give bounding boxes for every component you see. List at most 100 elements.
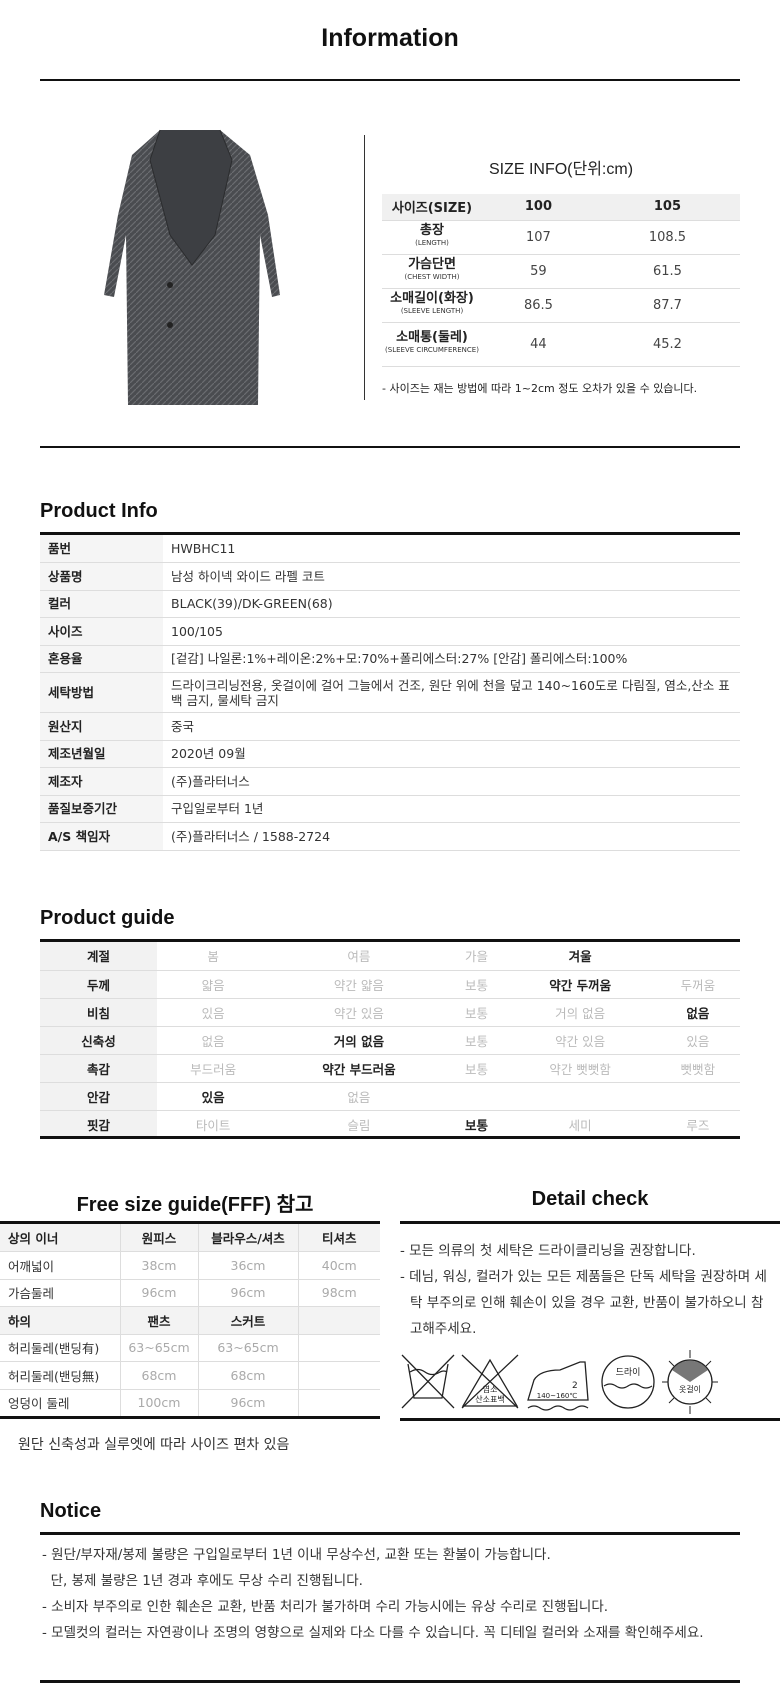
guide-option: 없음 — [269, 1082, 449, 1111]
free-size-cell: 엉덩이 둘레 — [0, 1389, 121, 1417]
product-info-row: 품번 HWBHC11 — [40, 535, 740, 563]
header-cell: 105 — [594, 194, 740, 221]
notice-line: 단, 봉제 불량은 1년 경과 후에도 무상 수리 진행됩니다. — [42, 1573, 363, 1589]
divider — [40, 1532, 740, 1535]
guide-option: 보통 — [448, 1054, 505, 1083]
free-size-row: 가슴둘레 96cm 96cm 98cm — [0, 1279, 380, 1307]
free-size-cell: 블라우스/셔츠 — [198, 1224, 299, 1252]
dry-clean-icon: 드라이 — [601, 1355, 655, 1409]
free-size-cell: 98cm — [298, 1279, 380, 1307]
free-size-cell: 어깨넓이 — [0, 1251, 121, 1280]
product-info-row: 품질보증기간 구입일로부터 1년 — [40, 795, 740, 823]
cell: 59 — [482, 254, 595, 289]
guide-option-selected: 거의 없음 — [269, 1026, 449, 1055]
free-size-cell: 68cm — [198, 1361, 299, 1390]
coat-image — [104, 129, 280, 405]
svg-text:염소: 염소 — [483, 1385, 498, 1394]
row-sublabel: (SLEEVE CIRCUMFERENCE) — [385, 346, 479, 354]
info-label: 품질보증기간 — [40, 795, 163, 823]
row-label: 소매길이(화장) — [390, 291, 474, 306]
info-value: BLACK(39)/DK-GREEN(68) — [163, 590, 740, 618]
info-value: 드라이크리닝전용, 옷걸이에 걸어 그늘에서 건조, 원단 위에 천을 덮고 1… — [163, 672, 740, 713]
divider — [400, 1418, 780, 1421]
guide-option — [655, 1082, 740, 1111]
guide-row: 핏감 타이트 슬림 보통 세미 루즈 — [40, 1110, 740, 1139]
guide-row: 비침 있음 약간 있음 보통 거의 없음 없음 — [40, 998, 740, 1027]
product-info-row: 제조년월일 2020년 09월 — [40, 740, 740, 768]
free-size-cell: 100cm — [120, 1389, 199, 1417]
product-info-row: 제조자 (주)플라터너스 — [40, 767, 740, 796]
info-label: 원산지 — [40, 712, 163, 741]
divider — [40, 446, 740, 448]
guide-option-selected: 보통 — [448, 1110, 505, 1139]
guide-option — [504, 1082, 656, 1111]
size-row: 가슴단면 (CHEST WIDTH) 59 61.5 — [382, 254, 740, 289]
guide-option — [448, 1082, 505, 1111]
svg-text:산소표백: 산소표백 — [475, 1394, 504, 1404]
info-label: 사이즈 — [40, 617, 163, 646]
guide-option-selected: 겨울 — [504, 942, 656, 971]
guide-label: 안감 — [40, 1082, 157, 1111]
divider — [0, 1416, 380, 1419]
guide-row: 안감 있음 없음 — [40, 1082, 740, 1111]
product-info-row: A/S 책임자 (주)플라터너스 / 1588-2724 — [40, 822, 740, 851]
guide-option: 봄 — [157, 942, 270, 971]
guide-label: 계절 — [40, 942, 157, 971]
info-value: 남성 하이넥 와이드 라펠 코트 — [163, 562, 740, 591]
information-title: Information — [321, 24, 459, 52]
info-value: 100/105 — [163, 617, 740, 646]
info-value: HWBHC11 — [163, 535, 740, 563]
vertical-divider — [364, 135, 365, 400]
header-cell: 사이즈(SIZE) — [382, 194, 482, 221]
guide-option: 약간 있음 — [269, 998, 449, 1027]
notice-list: - 원단/부자재/봉제 불량은 구입일로부터 1년 이내 무상수선, 교환 또는… — [40, 1542, 740, 1646]
guide-option-selected: 약간 부드러움 — [269, 1054, 449, 1083]
notice-title: Notice — [40, 1500, 102, 1522]
guide-row: 두께 얇음 약간 얇음 보통 약간 두꺼움 두꺼움 — [40, 970, 740, 999]
divider — [40, 1680, 740, 1683]
product-info-row: 혼용율 [겉감] 나일론:1%+레이온:2%+모:70%+폴리에스터:27% [안… — [40, 645, 740, 673]
detail-check-line: - 데님, 워싱, 컬러가 있는 모든 제품들은 단독 세탁을 권장하며 세탁 … — [400, 1269, 767, 1337]
cell: 86.5 — [482, 288, 595, 323]
row-label: 소매통(둘레) — [396, 330, 468, 345]
free-size-table: 상의 이너 원피스 블라우스/셔츠 티셔츠 어깨넓이 38cm 36cm 40cm 가슴둘레 96… — [0, 1224, 380, 1417]
free-size-cell — [298, 1306, 380, 1335]
guide-option: 두꺼움 — [655, 970, 740, 999]
free-size-title: Free size guide(FFF) 참고 — [76, 1194, 314, 1216]
row-sublabel: (SLEEVE LENGTH) — [400, 307, 464, 315]
guide-label: 비침 — [40, 998, 157, 1027]
svg-text:드라이: 드라이 — [616, 1367, 641, 1378]
free-size-cell: 38cm — [120, 1251, 199, 1280]
guide-option: 여름 — [269, 942, 449, 971]
cell: 107 — [482, 220, 595, 255]
row-sublabel: (LENGTH) — [415, 239, 449, 247]
info-label: 혼용율 — [40, 645, 163, 673]
free-size-cell: 팬츠 — [120, 1306, 199, 1335]
size-row: 총장 (LENGTH) 107 108.5 — [382, 220, 740, 255]
info-value: 구입일로부터 1년 — [163, 795, 740, 823]
product-info-row: 사이즈 100/105 — [40, 617, 740, 646]
free-size-cell: 96cm — [120, 1279, 199, 1307]
guide-option: 타이트 — [157, 1110, 270, 1139]
guide-option: 보통 — [448, 1026, 505, 1055]
info-label: 상품명 — [40, 562, 163, 591]
guide-option: 보통 — [448, 998, 505, 1027]
guide-row: 촉감 부드러움 약간 부드러움 보통 약간 뻣뻣함 뻣뻣함 — [40, 1054, 740, 1083]
svg-text:2: 2 — [572, 1381, 578, 1391]
product-info-title: Product Info — [40, 500, 158, 522]
row-label: 가슴단면 — [408, 257, 456, 272]
row-sublabel: (CHEST WIDTH) — [404, 273, 460, 281]
svg-text:140~160℃: 140~160℃ — [537, 1392, 578, 1400]
size-table: 사이즈(SIZE) 100 105 총장 (LENGTH) 107 108.5 가슴단면(… — [382, 194, 740, 367]
info-label: 세탁방법 — [40, 672, 163, 713]
guide-option-selected: 있음 — [157, 1082, 270, 1111]
info-label: 제조자 — [40, 767, 163, 796]
cell: 61.5 — [594, 254, 740, 289]
product-info-table: 품번 HWBHC11 상품명 남성 하이넥 와이드 라펠 코트 컬러 BLACK(39)/… — [40, 535, 740, 851]
info-label: 품번 — [40, 535, 163, 563]
free-size-cell — [298, 1389, 380, 1417]
hang-dry-shade-icon: 옷걸이 — [662, 1350, 718, 1414]
free-size-cell: 96cm — [198, 1279, 299, 1307]
free-size-cell: 96cm — [198, 1389, 299, 1417]
